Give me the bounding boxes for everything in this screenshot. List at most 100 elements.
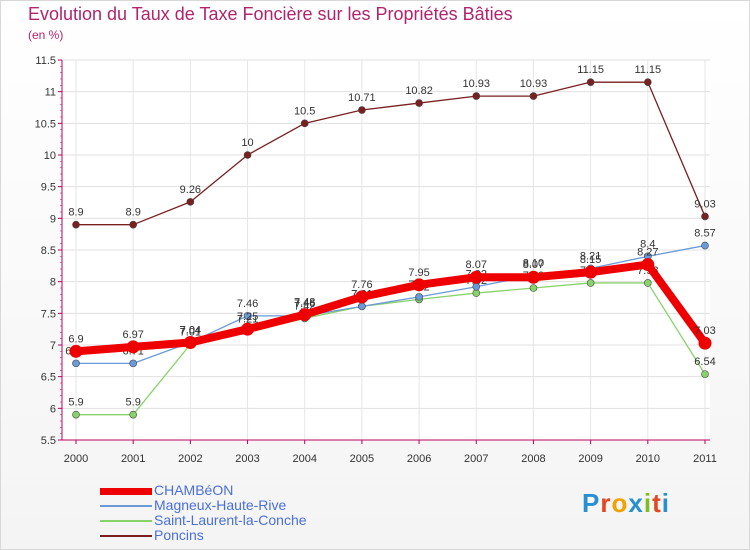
y-tick-label: 6 bbox=[50, 403, 56, 415]
legend-item-chambeon: CHAMBéON bbox=[100, 482, 440, 498]
logo-letter: x bbox=[628, 488, 644, 518]
data-point-poncins bbox=[186, 198, 195, 206]
data-point-magneux-haute-rive bbox=[72, 359, 80, 368]
data-point-chamb-on bbox=[298, 308, 312, 322]
y-tick-label: 7.5 bbox=[41, 308, 56, 320]
data-point-magneux-haute-rive bbox=[243, 312, 252, 320]
data-point-poncins bbox=[415, 99, 423, 107]
data-label-chamb-on: 7.76 bbox=[351, 279, 372, 291]
x-tick-label: 2006 bbox=[407, 453, 431, 465]
data-point-saint-laurent-la-conche bbox=[586, 279, 595, 287]
y-tick-label: 7 bbox=[50, 340, 56, 352]
data-label-saint-laurent-la-conche: 6.54 bbox=[694, 356, 715, 368]
data-point-saint-laurent-la-conche bbox=[472, 289, 481, 297]
data-label-poncins: 10.93 bbox=[463, 78, 491, 90]
data-label-poncins: 10.71 bbox=[348, 92, 376, 104]
data-point-magneux-haute-rive bbox=[415, 293, 423, 301]
logo-letter: r bbox=[600, 488, 612, 518]
data-point-chamb-on bbox=[183, 335, 197, 349]
data-point-saint-laurent-la-conche bbox=[129, 410, 137, 419]
data-point-poncins bbox=[129, 220, 137, 229]
data-label-magneux-haute-rive: 8.10 bbox=[523, 257, 544, 269]
data-label-chamb-on: 8.27 bbox=[637, 247, 658, 259]
x-tick-label: 2010 bbox=[636, 453, 660, 465]
data-label-poncins: 8.9 bbox=[68, 207, 83, 219]
data-label-magneux-haute-rive: 8.4 bbox=[640, 238, 655, 250]
data-point-chamb-on bbox=[641, 258, 655, 272]
data-label-poncins: 10 bbox=[241, 137, 253, 149]
legend-item-poncins: Poncins bbox=[100, 527, 440, 543]
data-label-poncins: 11.15 bbox=[634, 64, 661, 76]
data-point-saint-laurent-la-conche bbox=[644, 279, 652, 287]
y-tick-label: 8 bbox=[50, 277, 56, 289]
y-tick-label: 10.5 bbox=[35, 118, 56, 130]
data-label-saint-laurent-la-conche: 7.21 bbox=[237, 314, 258, 326]
x-tick-label: 2003 bbox=[235, 453, 259, 465]
data-label-poncins: 11.15 bbox=[577, 64, 604, 76]
chart-title: Evolution du Taux de Taxe Foncière sur l… bbox=[28, 4, 513, 24]
data-label-magneux-haute-rive: 7.04 bbox=[180, 324, 201, 336]
data-label-poncins: 10.82 bbox=[405, 85, 433, 97]
data-point-saint-laurent-la-conche bbox=[701, 370, 709, 378]
series-line-saint-laurent-la-conche bbox=[76, 282, 706, 416]
data-label-saint-laurent-la-conche: 7.01 bbox=[180, 326, 201, 338]
data-point-poncins bbox=[644, 78, 652, 86]
data-label-magneux-haute-rive: 7.46 bbox=[294, 298, 315, 310]
data-point-magneux-haute-rive bbox=[358, 302, 366, 311]
x-tick-label: 2001 bbox=[121, 453, 145, 465]
legend-label-magneux: Magneux-Haute-Rive bbox=[154, 497, 287, 513]
data-label-chamb-on: 8.15 bbox=[580, 254, 601, 266]
data-point-magneux-haute-rive bbox=[129, 359, 137, 368]
legend-item-magneux: Magneux-Haute-Rive bbox=[100, 497, 440, 513]
logo-letter: t bbox=[652, 488, 662, 518]
x-tick-label: 2004 bbox=[292, 453, 316, 465]
data-point-poncins bbox=[701, 212, 709, 221]
data-label-poncins: 9.26 bbox=[180, 184, 201, 196]
x-tick-label: 2005 bbox=[350, 453, 374, 465]
data-point-chamb-on bbox=[412, 278, 426, 292]
data-label-magneux-haute-rive: 7.46 bbox=[237, 298, 258, 310]
data-label-chamb-on: 7.95 bbox=[408, 267, 429, 279]
series-line-chamb-on bbox=[75, 260, 709, 356]
data-point-magneux-haute-rive bbox=[472, 282, 481, 291]
data-point-saint-laurent-la-conche bbox=[529, 284, 538, 292]
data-point-chamb-on bbox=[698, 336, 712, 350]
data-point-chamb-on bbox=[584, 265, 598, 279]
data-label-chamb-on: 7.25 bbox=[237, 311, 258, 323]
chart-unit-label: (en %) bbox=[28, 28, 64, 42]
x-tick-label: 2008 bbox=[521, 453, 545, 465]
y-tick-label: 6.5 bbox=[41, 372, 56, 384]
data-point-poncins bbox=[243, 151, 252, 159]
data-point-chamb-on bbox=[469, 270, 483, 284]
x-tick-label: 2002 bbox=[178, 453, 202, 465]
data-label-poncins: 10.93 bbox=[520, 78, 548, 90]
data-point-poncins bbox=[358, 106, 366, 114]
y-tick-label: 11 bbox=[45, 87, 56, 99]
data-point-poncins bbox=[472, 92, 481, 100]
data-point-chamb-on bbox=[69, 344, 83, 358]
data-point-magneux-haute-rive bbox=[701, 241, 709, 250]
data-point-poncins bbox=[586, 78, 595, 86]
logo-letter: P bbox=[582, 488, 601, 518]
data-point-chamb-on bbox=[241, 322, 255, 336]
data-label-chamb-on: 8.07 bbox=[466, 259, 487, 271]
legend-swatch-saint-laurent bbox=[100, 520, 152, 522]
data-label-saint-laurent-la-conche: 5.9 bbox=[126, 397, 141, 409]
y-tick-label: 10 bbox=[44, 150, 56, 162]
data-label-chamb-on: 6.97 bbox=[122, 329, 143, 341]
legend-label-chambeon: CHAMBéON bbox=[154, 482, 234, 498]
legend-swatch-magneux bbox=[100, 505, 152, 507]
data-point-poncins bbox=[529, 92, 538, 100]
y-tick-label: 9.5 bbox=[41, 182, 56, 194]
y-tick-label: 5.5 bbox=[41, 435, 56, 447]
data-label-magneux-haute-rive: 8.21 bbox=[580, 250, 601, 262]
x-tick-label: 2007 bbox=[464, 453, 488, 465]
data-point-saint-laurent-la-conche bbox=[72, 410, 80, 419]
line-chart: 5.5 6 6.5 7 7.5 8 8.5 9 9.5 10 10.5 11 11.5 2000 2001 2… bbox=[35, 55, 717, 465]
legend-label-poncins: Poncins bbox=[154, 527, 204, 543]
legend-label-saint-laurent: Saint-Laurent-la-Conche bbox=[154, 512, 307, 528]
data-point-chamb-on bbox=[526, 270, 540, 284]
y-tick-label: 8.5 bbox=[41, 245, 56, 257]
logo-letter: i bbox=[643, 488, 653, 518]
x-tick-label: 2009 bbox=[578, 453, 602, 465]
